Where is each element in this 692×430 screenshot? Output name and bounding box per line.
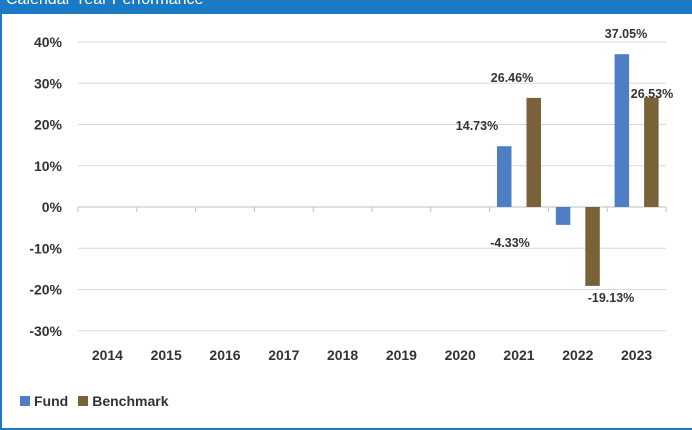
x-tick-label: 2016 (209, 347, 240, 363)
bar-benchmark-2022 (585, 207, 600, 286)
y-tick-label: 10% (34, 158, 63, 174)
legend-item-benchmark: Benchmark (78, 393, 168, 409)
legend-swatch-benchmark (78, 396, 88, 406)
data-label-benchmark-2022: -19.13% (588, 291, 635, 305)
y-tick-label: 0% (42, 199, 63, 215)
y-tick-label: -30% (29, 323, 62, 339)
x-tick-label: 2019 (386, 347, 417, 363)
bar-fund-2023 (615, 54, 630, 207)
y-tick-label: 20% (34, 117, 63, 133)
data-label-benchmark-2023: 26.53% (631, 87, 673, 101)
legend: Fund Benchmark (20, 393, 178, 409)
y-tick-label: -20% (29, 282, 62, 298)
data-label-fund-2023: 37.05% (605, 27, 647, 41)
legend-label-fund: Fund (34, 393, 68, 409)
x-tick-label: 2023 (621, 347, 652, 363)
bar-fund-2022 (556, 207, 571, 225)
data-label-benchmark-2021: 26.46% (491, 71, 533, 85)
x-tick-label: 2022 (562, 347, 593, 363)
x-tick-label: 2014 (92, 347, 123, 363)
x-tick-label: 2018 (327, 347, 358, 363)
y-tick-label: 30% (34, 75, 63, 91)
x-tick-label: 2015 (151, 347, 182, 363)
x-tick-label: 2021 (503, 347, 534, 363)
data-label-fund-2021: 14.73% (456, 119, 498, 133)
bar-benchmark-2021 (527, 98, 542, 207)
x-tick-label: 2017 (268, 347, 299, 363)
x-tick-label: 2020 (445, 347, 476, 363)
y-tick-label: -10% (29, 240, 62, 256)
y-tick-label: 40% (34, 34, 63, 50)
legend-label-benchmark: Benchmark (92, 393, 168, 409)
bar-benchmark-2023 (644, 98, 659, 207)
data-label-fund-2022: -4.33% (490, 236, 530, 250)
legend-swatch-fund (20, 396, 30, 406)
bar-fund-2021 (497, 146, 512, 207)
legend-item-fund: Fund (20, 393, 68, 409)
